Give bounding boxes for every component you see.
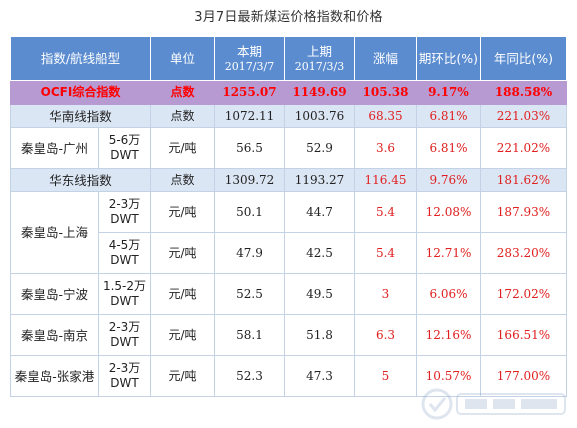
row-previous: 51.8 [284,314,355,356]
header-current-label: 本期 [236,43,262,59]
row-unit: 元/吨 [150,273,215,315]
row-mom: 12.08% [416,191,481,233]
header-change: 涨幅 [354,36,417,81]
row-ship-type: 2-3万DWT [98,355,151,397]
table-row-qhd-shanghai-a: 秦皇岛-上海 2-3万DWT 元/吨 50.1 44.7 5.4 12.08% … [10,191,567,274]
row-change: 105.38 [354,80,417,105]
coal-freight-index-table: 指数/航线船型 单位 本期 2017/3/7 上期 2017/3/3 涨幅 期环… [10,36,567,397]
header-previous-date: 2017/3/3 [294,59,345,73]
row-ship-type: 2-3万DWT [98,191,151,233]
row-mom: 9.17% [416,80,481,105]
row-change: 5.4 [354,232,417,274]
row-yoy: 172.02% [480,273,567,315]
row-unit: 点数 [150,80,215,105]
row-yoy: 187.93% [480,191,567,233]
row-unit: 点数 [150,168,215,192]
row-current: 1255.07 [214,80,285,105]
table-row-qhd-nanjing: 秦皇岛-南京 2-3万DWT 元/吨 58.1 51.8 6.3 12.16% … [10,314,567,356]
row-ship-type: 5-6万DWT [98,127,151,169]
header-previous: 上期 2017/3/3 [284,36,355,81]
row-mom: 12.71% [416,232,481,274]
row-previous: 1149.69 [284,80,355,105]
row-ship-type: 2-3万DWT [98,314,151,356]
header-mom: 期环比(%) [416,36,481,81]
row-route: 秦皇岛-宁波 [10,273,99,315]
row-previous: 44.7 [284,191,355,233]
row-current: 1309.72 [214,168,285,192]
table-row-qhd-guangzhou: 秦皇岛-广州 5-6万DWT 元/吨 56.5 52.9 3.6 6.81% 2… [10,127,567,169]
row-yoy: 283.20% [480,232,567,274]
row-name: 华东线指数 [10,168,151,192]
table-header-row: 指数/航线船型 单位 本期 2017/3/7 上期 2017/3/3 涨幅 期环… [10,36,567,81]
row-current: 52.5 [214,273,285,315]
row-name: 华南线指数 [10,104,151,128]
row-unit: 元/吨 [150,232,215,274]
row-change: 3 [354,273,417,315]
table-row-qhd-zhangjiagang: 秦皇岛-张家港 2-3万DWT 元/吨 52.3 47.3 5 10.57% 1… [10,355,567,397]
row-previous: 42.5 [284,232,355,274]
row-current: 58.1 [214,314,285,356]
table-row-ocfi: OCFI综合指数 点数 1255.07 1149.69 105.38 9.17%… [10,80,567,105]
row-route: 秦皇岛-上海 [10,191,99,274]
row-previous: 47.3 [284,355,355,397]
row-change: 68.35 [354,104,417,128]
row-previous: 49.5 [284,273,355,315]
row-current: 47.9 [214,232,285,274]
row-current: 50.1 [214,191,285,233]
row-previous: 1193.27 [284,168,355,192]
table-row-qhd-ningbo: 秦皇岛-宁波 1.5-2万DWT 元/吨 52.5 49.5 3 6.06% 1… [10,273,567,315]
row-mom: 10.57% [416,355,481,397]
row-yoy: 177.00% [480,355,567,397]
header-yoy: 年同比(%) [480,36,567,81]
row-unit: 元/吨 [150,314,215,356]
row-yoy: 188.58% [480,80,567,105]
row-unit: 点数 [150,104,215,128]
row-mom: 6.81% [416,104,481,128]
table-row-qhd-shanghai-b: 4-5万DWT 元/吨 47.9 42.5 5.4 12.71% 283.20% [11,232,567,274]
table-row-east-index: 华东线指数 点数 1309.72 1193.27 116.45 9.76% 18… [10,168,567,192]
row-yoy: 221.02% [480,127,567,169]
row-previous: 52.9 [284,127,355,169]
row-route: 秦皇岛-张家港 [10,355,99,397]
row-change: 6.3 [354,314,417,356]
row-ship-type: 1.5-2万DWT [98,273,151,315]
row-name: OCFI综合指数 [10,80,151,105]
row-change: 3.6 [354,127,417,169]
header-current: 本期 2017/3/7 [214,36,285,81]
row-yoy: 221.03% [480,104,567,128]
page-title: 3月7日最新煤运价格指数和价格 [194,10,383,25]
row-unit: 元/吨 [150,355,215,397]
row-route: 秦皇岛-广州 [10,127,99,169]
row-yoy: 166.51% [480,314,567,356]
row-change: 5.4 [354,191,417,233]
header-unit: 单位 [150,36,215,81]
header-previous-label: 上期 [306,43,332,59]
row-unit: 元/吨 [150,191,215,233]
row-current: 56.5 [214,127,285,169]
row-mom: 6.81% [416,127,481,169]
row-current: 52.3 [214,355,285,397]
row-ship-type: 4-5万DWT [98,232,151,274]
row-mom: 6.06% [416,273,481,315]
row-previous: 1003.76 [284,104,355,128]
row-mom: 9.76% [416,168,481,192]
row-current: 1072.11 [214,104,285,128]
table-row-south-index: 华南线指数 点数 1072.11 1003.76 68.35 6.81% 221… [10,104,567,128]
row-unit: 元/吨 [150,127,215,169]
row-change: 5 [354,355,417,397]
row-yoy: 181.62% [480,168,567,192]
row-change: 116.45 [354,168,417,192]
header-current-date: 2017/3/7 [224,59,275,73]
row-mom: 12.16% [416,314,481,356]
row-route: 秦皇岛-南京 [10,314,99,356]
header-index-route: 指数/航线船型 [10,36,151,81]
